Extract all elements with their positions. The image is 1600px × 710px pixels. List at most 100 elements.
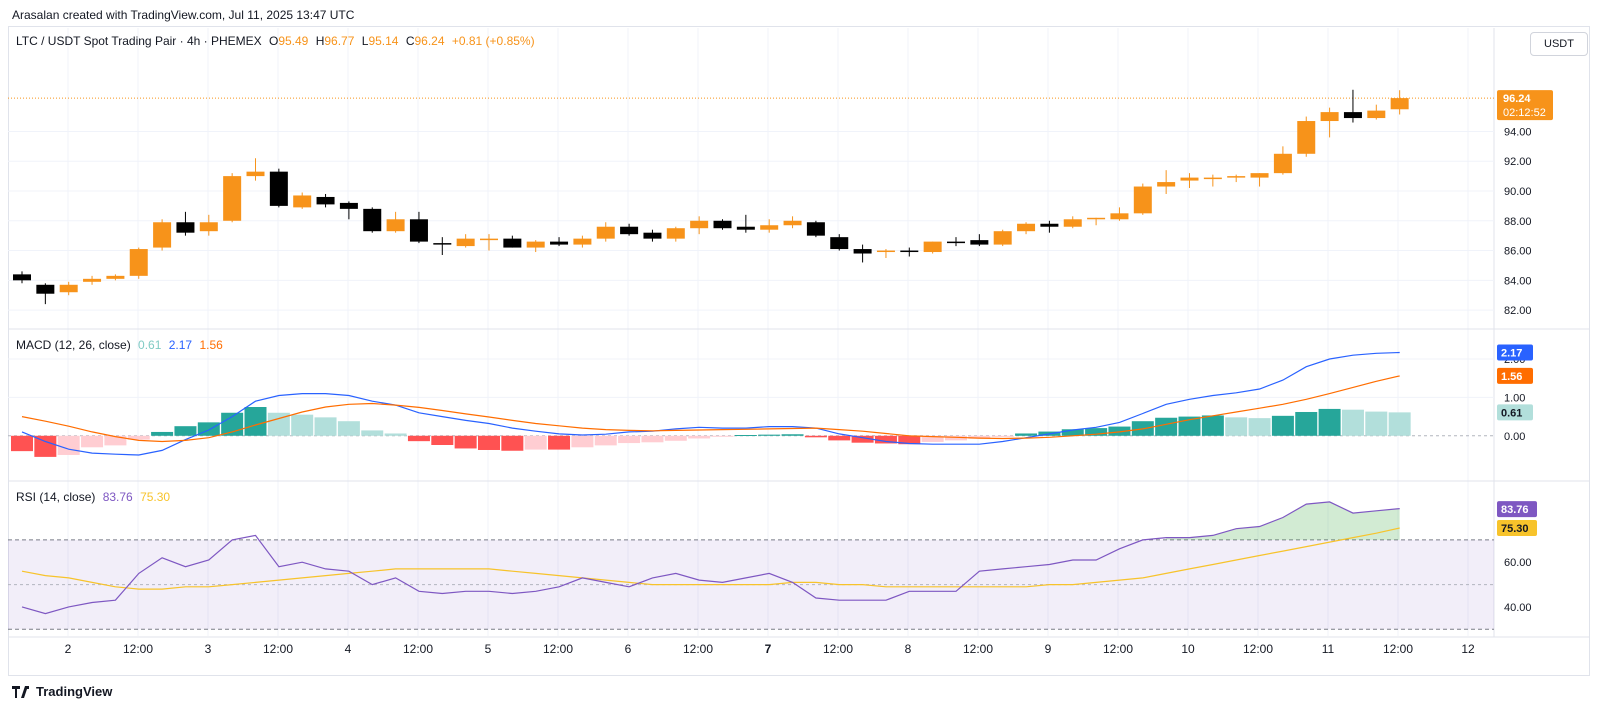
candle-body	[339, 202, 358, 209]
macd-histogram-bar	[1201, 415, 1224, 436]
macd-histogram-bar	[267, 412, 290, 436]
candle-body	[806, 222, 825, 236]
macd-histogram-bar	[688, 435, 711, 439]
x-tick-label: 8	[905, 642, 912, 656]
candle-body	[643, 232, 662, 239]
x-tick-label: 9	[1045, 642, 1052, 656]
tradingview-logo: TradingView	[12, 684, 112, 699]
macd-histogram-bar	[1061, 429, 1084, 436]
macd-histogram-bar	[57, 435, 80, 455]
candle-body	[620, 226, 639, 235]
macd-histogram-bar	[1271, 415, 1294, 436]
candle-body	[993, 231, 1012, 245]
signal-value-badge	[1497, 367, 1533, 384]
rsi-overbought-fill	[1166, 501, 1400, 540]
macd-histogram-bar	[804, 435, 827, 438]
macd-histogram-bar	[991, 435, 1014, 437]
macd-histogram-bar	[291, 414, 314, 436]
x-tick-label: 12:00	[1103, 642, 1133, 656]
candle-body	[1367, 110, 1386, 119]
open-label: O	[268, 34, 279, 48]
tradingview-logo-icon	[12, 685, 29, 698]
candle-body	[199, 222, 218, 232]
candle-body	[36, 284, 55, 294]
macd-hist-value: 0.61	[138, 338, 162, 352]
candle-body	[176, 222, 195, 233]
x-tick-label: 2	[65, 642, 72, 656]
candle-body	[433, 243, 452, 245]
macd-signal-value: 1.56	[199, 338, 223, 352]
countdown-label: 02:12:52	[1503, 107, 1546, 119]
macd-histogram-bar	[1341, 409, 1364, 436]
macd-value-badge	[1497, 344, 1533, 361]
macd-histogram-bar	[758, 434, 781, 436]
candle-body	[923, 241, 942, 253]
candle-body	[970, 240, 989, 245]
candle-body	[59, 284, 78, 293]
candle-body	[1087, 217, 1106, 220]
close-label: C	[405, 34, 415, 48]
candle-body	[1343, 112, 1362, 119]
candle-body	[1227, 176, 1246, 178]
y-tick-label: 92.00	[1504, 156, 1532, 168]
macd-legend-label[interactable]: MACD (12, 26, close)	[16, 338, 131, 352]
macd-histogram-bar	[1388, 412, 1411, 436]
macd-histogram-bar	[641, 435, 664, 443]
x-tick-label: 12:00	[123, 642, 153, 656]
candle-body	[106, 275, 125, 279]
macd-histogram-bar	[407, 435, 430, 442]
candle-body	[129, 249, 148, 276]
rsi-tick-label: 40.00	[1504, 602, 1532, 614]
macd-histogram-bar	[945, 435, 967, 441]
candle-body	[690, 220, 709, 229]
macd-histogram-bar	[734, 435, 757, 437]
y-tick-label: 86.00	[1504, 246, 1532, 258]
candle-body	[153, 222, 172, 248]
rsi-legend-label[interactable]: RSI (14, close)	[16, 490, 96, 504]
macd-line-value: 2.17	[168, 338, 193, 352]
candle-body	[1133, 186, 1152, 214]
close-value: 96.24	[414, 34, 445, 48]
symbol-title[interactable]: LTC / USDT Spot Trading Pair · 4h · PHEM…	[16, 34, 262, 48]
candle-body	[760, 225, 779, 230]
rsi-tick-label: 60.00	[1504, 557, 1532, 569]
currency-unit-button[interactable]: USDT	[1530, 32, 1588, 56]
candle-body	[293, 195, 312, 208]
x-tick-label: 12:00	[683, 642, 713, 656]
candle-body	[1063, 219, 1082, 227]
candle-body	[316, 196, 335, 205]
candle-body	[1110, 213, 1129, 220]
rsi-line	[21, 501, 1400, 615]
macd-tick-label: 1.00	[1504, 392, 1525, 404]
candle-body	[736, 226, 755, 230]
candle-body	[1040, 223, 1059, 227]
macd-histogram-bar	[104, 435, 127, 446]
candle-body	[900, 250, 919, 253]
chart-frame[interactable]	[8, 26, 1590, 676]
change-value: +0.81 (+0.85%)	[451, 34, 535, 48]
candle-body	[947, 241, 965, 244]
low-label: L	[361, 34, 369, 48]
candle-body	[573, 238, 592, 245]
x-tick-label: 12:00	[403, 642, 433, 656]
x-tick-label: 12:00	[543, 642, 573, 656]
macd-histogram-bar	[127, 435, 150, 440]
signal-value-badge-label: 1.56	[1501, 371, 1522, 383]
signal-line	[21, 375, 1400, 443]
rsi-legend: RSI (14, close) 83.76 75.30	[16, 490, 174, 504]
x-tick-label: 4	[345, 642, 352, 656]
candle-body	[876, 250, 895, 253]
x-tick-label: 12:00	[963, 642, 993, 656]
x-tick-label: 12:00	[823, 642, 853, 656]
macd-histogram-bar	[851, 435, 874, 443]
macd-histogram-bar	[1318, 408, 1341, 436]
rsi-ma-value-badge-label: 75.30	[1501, 523, 1529, 535]
candle-body	[596, 226, 615, 239]
rsi-ma-value: 75.30	[140, 490, 171, 504]
tradingview-brand: TradingView	[36, 684, 113, 699]
macd-histogram-bar	[151, 431, 174, 436]
macd-tick-label: 0.00	[1504, 431, 1525, 443]
rsi-value-badge-label: 83.76	[1501, 504, 1529, 516]
x-tick-label: 12:00	[1383, 642, 1413, 656]
